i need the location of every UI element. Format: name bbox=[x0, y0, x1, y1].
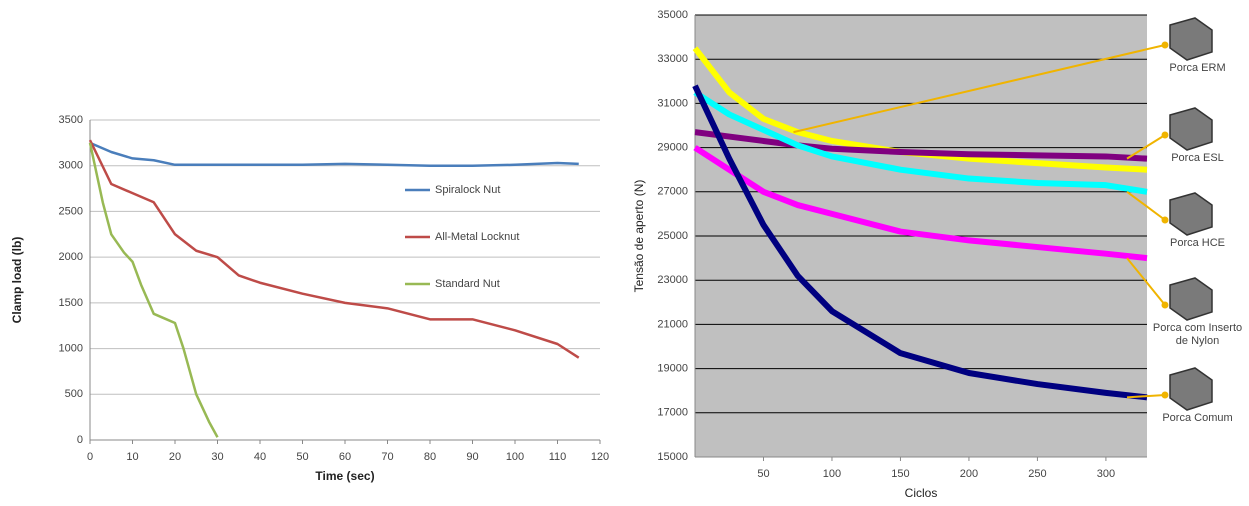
callout-dot bbox=[1161, 391, 1169, 399]
y-tick-label: 3000 bbox=[59, 160, 83, 172]
callout-label: Porca ESL bbox=[1171, 152, 1224, 164]
nut-icon bbox=[1169, 107, 1213, 151]
y-tick-label: 27000 bbox=[657, 186, 688, 198]
series-line bbox=[693, 145, 1148, 262]
callout-line bbox=[1126, 394, 1166, 399]
y-tick-label: 0 bbox=[77, 434, 83, 446]
callout-label: Porca Comum bbox=[1162, 412, 1233, 424]
y-tick-label: 2000 bbox=[59, 251, 83, 263]
callout-line bbox=[1126, 190, 1166, 221]
x-tick-label: 0 bbox=[87, 451, 93, 463]
callout-box: Porca ERM bbox=[1169, 62, 1226, 74]
series-line bbox=[88, 139, 580, 359]
series-line bbox=[692, 84, 1148, 401]
callout-dot bbox=[1161, 301, 1169, 309]
x-tick-label: 110 bbox=[549, 451, 567, 463]
y-tick-label: 15000 bbox=[657, 451, 688, 463]
callout-box: Porca HCE bbox=[1169, 237, 1226, 249]
series-line bbox=[89, 141, 579, 167]
y-axis-label: Tensão de aperto (N) bbox=[632, 180, 646, 293]
x-tick-label: 30 bbox=[211, 451, 223, 463]
nut-icons bbox=[1169, 17, 1213, 411]
y-tick-label: 33000 bbox=[657, 53, 688, 65]
y-tick-label: 31000 bbox=[657, 97, 688, 109]
callout-label: Porca HCE bbox=[1169, 237, 1226, 249]
callout-box: Porca com Inserto de Nylon bbox=[1152, 322, 1243, 347]
series-line bbox=[88, 142, 219, 438]
y-tick-label: 17000 bbox=[657, 407, 688, 419]
y-tick-label: 23000 bbox=[657, 274, 688, 286]
x-tick-label: 70 bbox=[381, 451, 393, 463]
y-tick-label: 19000 bbox=[657, 363, 688, 375]
x-tick-label: 100 bbox=[823, 468, 841, 480]
callout-dot bbox=[1161, 216, 1169, 224]
legend-label: All-Metal Locknut bbox=[435, 231, 519, 243]
x-tick-label: 200 bbox=[960, 468, 978, 480]
x-tick-label: 10 bbox=[126, 451, 138, 463]
x-tick-label: 20 bbox=[169, 451, 181, 463]
nut-icon bbox=[1169, 17, 1213, 61]
callout-label: Porca ERM bbox=[1169, 62, 1226, 74]
x-tick-label: 60 bbox=[339, 451, 351, 463]
y-tick-label: 3500 bbox=[59, 114, 83, 126]
y-axis-label: Clamp load (lb) bbox=[10, 237, 24, 324]
x-tick-label: 120 bbox=[591, 451, 609, 463]
callout-box: Porca Comum bbox=[1162, 412, 1233, 424]
callout-line bbox=[1126, 134, 1166, 160]
y-tick-label: 2500 bbox=[59, 205, 83, 217]
x-axis-label: Ciclos bbox=[905, 486, 938, 500]
callout-line bbox=[1126, 257, 1166, 306]
legend-label: Standard Nut bbox=[435, 278, 500, 290]
callout-dot bbox=[1161, 41, 1169, 49]
callout-line bbox=[793, 44, 1166, 134]
x-tick-label: 100 bbox=[506, 451, 524, 463]
x-tick-label: 50 bbox=[296, 451, 308, 463]
callout-dot bbox=[1161, 131, 1169, 139]
x-tick-label: 150 bbox=[891, 468, 909, 480]
series-line bbox=[694, 129, 1148, 162]
series-line bbox=[693, 89, 1148, 195]
y-tick-label: 29000 bbox=[657, 142, 688, 154]
y-tick-label: 500 bbox=[65, 388, 83, 400]
y-tick-label: 21000 bbox=[657, 318, 688, 330]
callout-label: Porca com Inserto de Nylon bbox=[1152, 322, 1243, 347]
x-tick-label: 80 bbox=[424, 451, 436, 463]
x-tick-label: 50 bbox=[757, 468, 769, 480]
x-tick-label: 300 bbox=[1097, 468, 1115, 480]
legend-label: Spiralock Nut bbox=[435, 184, 500, 196]
nut-icon bbox=[1169, 192, 1213, 236]
x-tick-label: 90 bbox=[466, 451, 478, 463]
nut-icon bbox=[1169, 277, 1213, 321]
callout-box: Porca ESL bbox=[1171, 152, 1224, 164]
series-line bbox=[692, 46, 1148, 173]
x-tick-label: 250 bbox=[1028, 468, 1046, 480]
y-tick-label: 1000 bbox=[59, 342, 83, 354]
y-tick-label: 25000 bbox=[657, 230, 688, 242]
y-tick-label: 1500 bbox=[59, 297, 83, 309]
y-tick-label: 35000 bbox=[657, 9, 688, 21]
nut-icon bbox=[1169, 367, 1213, 411]
x-tick-label: 40 bbox=[254, 451, 266, 463]
x-axis-label: Time (sec) bbox=[315, 469, 374, 483]
